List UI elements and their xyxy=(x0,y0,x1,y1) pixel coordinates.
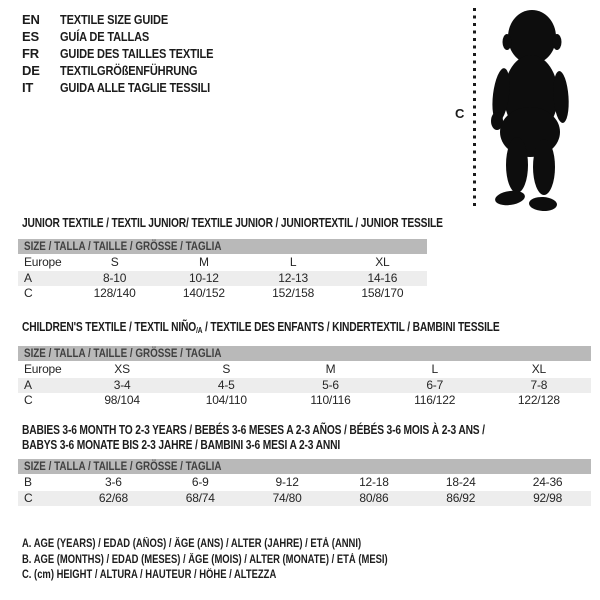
table-row: A 3-4 4-5 5-6 6-7 7-8 xyxy=(18,377,591,393)
table-row: Europe S M L XL xyxy=(18,254,427,271)
legend-line-c: C. (cm) HEIGHT / ALTURA / HAUTEUR / HÖHE… xyxy=(22,569,277,581)
lang-code: IT xyxy=(22,80,34,95)
size-header-text: SIZE / TALLA / TAILLE / GRÖSSE / TAGLIA xyxy=(24,239,222,253)
children-size-table: SIZE / TALLA / TAILLE / GRÖSSE / TAGLIA … xyxy=(18,346,591,409)
height-cell: 68/74 xyxy=(185,490,215,505)
height-cell: 110/116 xyxy=(310,393,351,407)
lang-title: GUIDE DES TAILLES TEXTILE xyxy=(60,46,214,61)
lang-row-fr: FR GUIDE DES TAILLES TEXTILE xyxy=(22,45,240,62)
children-table-title: CHILDREN'S TEXTILE / TEXTIL NIÑO/A / TEX… xyxy=(22,320,600,338)
age-cell: 24-36 xyxy=(532,475,563,489)
babies-size-table: SIZE / TALLA / TAILLE / GRÖSSE / TAGLIA … xyxy=(18,459,591,506)
height-cell: 80/86 xyxy=(359,490,389,505)
row-label: C xyxy=(24,393,33,407)
babies-title-line2: BABYS 3-6 MONATE BIS 2-3 JAHRE / BAMBINI… xyxy=(22,438,341,452)
row-label: C xyxy=(24,286,33,300)
height-cell: 116/122 xyxy=(414,393,456,407)
lang-code: FR xyxy=(22,46,39,61)
table-row: C 62/68 68/74 74/80 80/86 86/92 92/98 xyxy=(18,490,591,506)
table-row: A 8-10 10-12 12-13 14-16 xyxy=(18,270,427,286)
size-header-bar: SIZE / TALLA / TAILLE / GRÖSSE / TAGLIA xyxy=(18,459,591,474)
measure-legend: A. AGE (YEARS) / EDAD (AÑOS) / ÂGE (ANS)… xyxy=(22,537,468,584)
height-cell: 158/170 xyxy=(361,286,404,300)
size-cell: L xyxy=(431,362,438,376)
size-header-bar: SIZE / TALLA / TAILLE / GRÖSSE / TAGLIA xyxy=(18,239,427,254)
lang-row-es: ES GUÍA DE TALLAS xyxy=(22,28,240,45)
lang-title: TEXTILGRÖßENFÜHRUNG xyxy=(60,63,198,78)
size-cell: M xyxy=(198,255,209,269)
size-cell: M xyxy=(325,362,336,376)
size-cell: S xyxy=(222,362,231,376)
legend-line-b: B. AGE (MONTHS) / EDAD (MESES) / ÂGE (MO… xyxy=(22,553,388,566)
row-label: Europe xyxy=(24,362,62,376)
age-cell: 5-6 xyxy=(322,377,339,392)
height-cell: 86/92 xyxy=(446,490,476,505)
size-cell: S xyxy=(110,255,119,269)
row-label: Europe xyxy=(24,255,62,269)
row-label: C xyxy=(24,490,33,505)
lang-code: ES xyxy=(22,29,39,44)
size-cell: XL xyxy=(375,255,390,269)
height-cell: 74/80 xyxy=(272,490,302,505)
row-label: A xyxy=(24,377,32,392)
age-cell: 3-4 xyxy=(113,377,131,392)
lang-code: EN xyxy=(22,12,40,27)
title-subscript: /A xyxy=(196,326,203,335)
age-cell: 14-16 xyxy=(367,270,398,285)
junior-table-title-text: JUNIOR TEXTILE / TEXTIL JUNIOR/ TEXTILE … xyxy=(22,216,443,230)
lang-title: GUÍA DE TALLAS xyxy=(60,29,150,44)
lang-title: GUIDA ALLE TAGLIE TESSILI xyxy=(60,80,211,95)
age-cell: 12-13 xyxy=(278,270,308,285)
size-header-text: SIZE / TALLA / TAILLE / GRÖSSE / TAGLIA xyxy=(24,459,222,473)
lang-row-en: EN TEXTILE SIZE GUIDE xyxy=(22,11,240,28)
age-cell: 10-12 xyxy=(189,270,219,285)
height-dashed-line xyxy=(473,8,476,207)
junior-table-title: JUNIOR TEXTILE / TEXTIL JUNIOR/ TEXTILE … xyxy=(22,216,535,231)
row-label: A xyxy=(24,270,32,285)
lang-row-de: DE TEXTILGRÖßENFÜHRUNG xyxy=(22,62,240,79)
height-measure-label: C xyxy=(455,106,465,121)
age-cell: 8-10 xyxy=(103,270,127,285)
age-cell: 7-8 xyxy=(530,377,548,392)
table-row: C 128/140 140/152 152/158 158/170 xyxy=(18,286,427,302)
row-label: B xyxy=(24,475,32,489)
size-cell: XS xyxy=(114,362,130,376)
lang-row-it: IT GUIDA ALLE TAGLIE TESSILI xyxy=(22,79,240,96)
babies-title-line1: BABIES 3-6 MONTH TO 2-3 YEARS / BEBÉS 3-… xyxy=(22,423,485,437)
babies-table-title: BABIES 3-6 MONTH TO 2-3 YEARS / BEBÉS 3-… xyxy=(22,423,586,453)
children-table-title-text: CHILDREN'S TEXTILE / TEXTIL NIÑO/A / TEX… xyxy=(22,320,500,338)
lang-title: TEXTILE SIZE GUIDE xyxy=(60,12,169,27)
age-cell: 18-24 xyxy=(445,475,476,489)
height-cell: 104/110 xyxy=(205,393,247,407)
age-cell: 12-18 xyxy=(359,475,389,489)
title-suffix: / TEXTILE DES ENFANTS / KINDERTEXTIL / B… xyxy=(202,320,500,334)
size-header-text: SIZE / TALLA / TAILLE / GRÖSSE / TAGLIA xyxy=(24,346,222,360)
age-cell: 6-9 xyxy=(191,475,209,489)
title-prefix: CHILDREN'S TEXTILE / TEXTIL NIÑO xyxy=(22,320,197,334)
table-row: C 98/104 104/110 110/116 116/122 122/128 xyxy=(18,393,591,409)
size-header-bar: SIZE / TALLA / TAILLE / GRÖSSE / TAGLIA xyxy=(18,346,591,361)
size-cell: XL xyxy=(531,362,547,376)
height-cell: 122/128 xyxy=(517,393,560,407)
table-row: Europe XS S M L XL xyxy=(18,361,591,378)
lang-code: DE xyxy=(22,63,40,78)
age-cell: 3-6 xyxy=(105,475,122,489)
age-cell: 6-7 xyxy=(426,377,444,392)
height-cell: 62/68 xyxy=(98,490,128,505)
table-row: B 3-6 6-9 9-12 12-18 18-24 24-36 xyxy=(18,474,591,491)
height-cell: 92/98 xyxy=(533,490,563,505)
age-cell: 4-5 xyxy=(217,377,235,392)
legend-line-a: A. AGE (YEARS) / EDAD (AÑOS) / ÂGE (ANS)… xyxy=(22,538,362,550)
height-cell: 140/152 xyxy=(182,286,225,300)
baby-silhouette-icon xyxy=(491,10,569,212)
age-cell: 9-12 xyxy=(275,475,299,489)
height-cell: 152/158 xyxy=(272,286,315,300)
size-cell: L xyxy=(289,255,297,269)
language-title-block: EN TEXTILE SIZE GUIDE ES GUÍA DE TALLAS … xyxy=(22,11,240,96)
height-cell: 128/140 xyxy=(93,286,136,300)
junior-size-table: SIZE / TALLA / TAILLE / GRÖSSE / TAGLIA … xyxy=(18,239,427,302)
height-cell: 98/104 xyxy=(104,393,140,407)
